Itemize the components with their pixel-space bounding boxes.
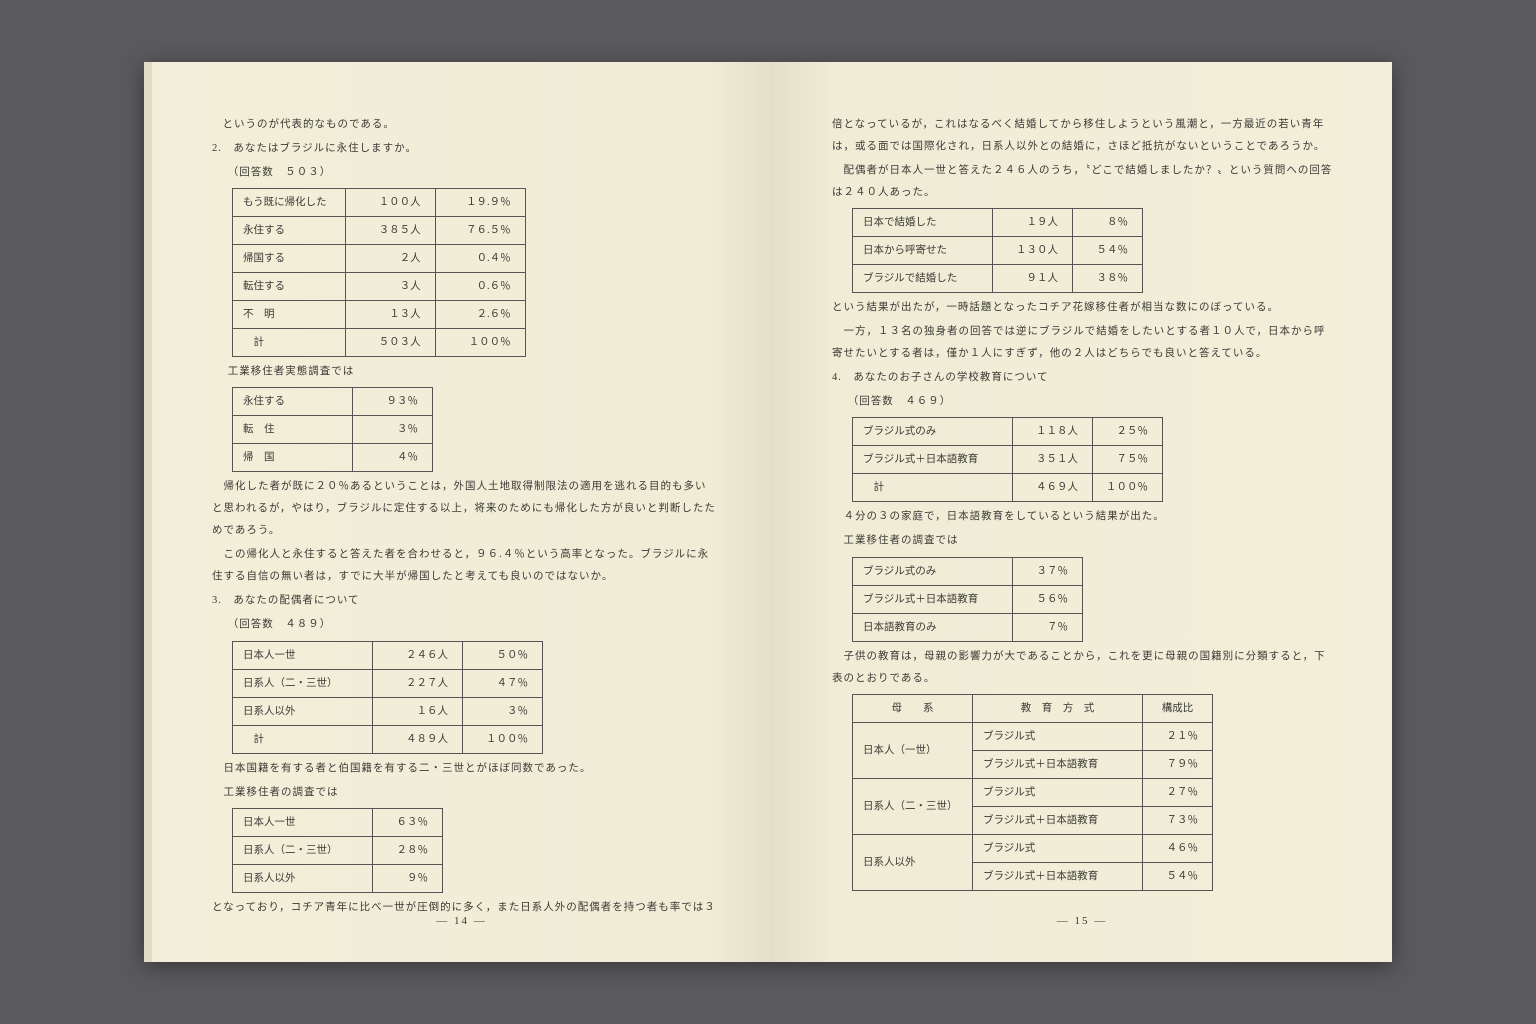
r-sub1: 工業移住者の調査では: [832, 530, 1337, 552]
table-row: ブラジル式のみ３７％: [853, 557, 1083, 585]
r-p0: 倍となっているが，これはなるべく結婚してから移住しようという風潮と，一方最近の若…: [832, 114, 1337, 158]
q2-heading: 2. あなたはブラジルに永住しますか。: [212, 138, 716, 160]
table-row: ブラジル式＋日本語教育５６％: [853, 585, 1083, 613]
table-row: ブラジルで結婚した９１人３８％: [853, 265, 1143, 293]
table-row: 日本語教育のみ７％: [853, 613, 1083, 641]
table-row: 計５０３人１００％: [233, 329, 526, 357]
p2: この帰化人と永住すると答えた者を合わせると，９６.４％という高率となった。ブラジ…: [212, 544, 716, 588]
table-sub2: 日本人一世６３％ 日系人（二・三世）２８％ 日系人以外９％: [232, 808, 443, 893]
table-row: ブラジル式＋日本語教育３５１人７５％: [853, 446, 1163, 474]
page-edge: [144, 62, 152, 962]
table-q2: もう既に帰化した１００人１９.９％ 永住する３８５人７６.５％ 帰国する２人０.…: [232, 188, 526, 357]
table-row: 日系人以外９％: [233, 864, 443, 892]
q3-count: （回答数 ４８９）: [212, 614, 716, 636]
r-p3: 一方，１３名の独身者の回答では逆にブラジルで結婚をしたいとする者１０人で，日本か…: [832, 321, 1337, 365]
p3: 日本国籍を有する者と伯国籍を有する二・三世とがほぼ同数であった。: [212, 758, 716, 780]
table-indust-edu: ブラジル式のみ３７％ ブラジル式＋日本語教育５６％ 日本語教育のみ７％: [852, 557, 1083, 642]
page-right: 倍となっているが，これはなるべく結婚してから移住しようという風潮と，一方最近の若…: [772, 62, 1392, 962]
table-row: 日本人一世２４６人５０％: [233, 641, 543, 669]
page-left: というのが代表的なものである。 2. あなたはブラジルに永住しますか。 （回答数…: [152, 62, 772, 962]
r-p4: ４分の３の家庭で，日本語教育をしているという結果が出た。: [832, 506, 1337, 528]
table-row: 永住する３８５人７６.５％: [233, 217, 526, 245]
sub1: 工業移住者実態調査では: [212, 361, 716, 383]
th-ratio: 構成比: [1143, 694, 1213, 722]
table-row: 転 住３％: [233, 416, 433, 444]
th-mother: 母 系: [853, 694, 973, 722]
table-row: 母 系 教 育 方 式 構成比: [853, 694, 1213, 722]
table-row: 日本で結婚した１９人８％: [853, 209, 1143, 237]
q3-heading: 3. あなたの配偶者について: [212, 590, 716, 612]
table-row: 日本人（一世）ブラジル式２１％: [853, 722, 1213, 750]
table-row: 帰 国４％: [233, 444, 433, 472]
r-p1: 配偶者が日本人一世と答えた２４６人のうち，〝どこで結婚しましたか？〟という質問へ…: [832, 160, 1337, 204]
table-row: 永住する９３％: [233, 388, 433, 416]
table-row: 日系人以外ブラジル式４６％: [853, 834, 1213, 862]
table-row: 日系人（二・三世）２２７人４７％: [233, 669, 543, 697]
table-row: 計４８９人１００％: [233, 725, 543, 753]
table-q3: 日本人一世２４６人５０％ 日系人（二・三世）２２７人４７％ 日系人以外１６人３％…: [232, 641, 543, 754]
table-sub1: 永住する９３％ 転 住３％ 帰 国４％: [232, 387, 433, 472]
table-row: もう既に帰化した１００人１９.９％: [233, 189, 526, 217]
table-row: 日系人以外１６人３％: [233, 697, 543, 725]
table-row: 計４６９人１００％: [853, 474, 1163, 502]
p1: 帰化した者が既に２０％あるということは，外国人土地取得制限法の適用を逃れる目的も…: [212, 476, 716, 542]
table-row: 日系人（二・三世）２８％: [233, 836, 443, 864]
book-spread: というのが代表的なものである。 2. あなたはブラジルに永住しますか。 （回答数…: [144, 62, 1392, 962]
th-method: 教 育 方 式: [973, 694, 1143, 722]
r-p2: という結果が出たが，一時話題となったコチア花嫁移住者が相当な数にのぼっている。: [832, 297, 1337, 319]
table-row: 日本から呼寄せた１３０人５４％: [853, 237, 1143, 265]
page-number-right: — 15 —: [772, 910, 1392, 932]
table-mother: 母 系 教 育 方 式 構成比 日本人（一世）ブラジル式２１％ ブラジル式＋日本…: [852, 694, 1213, 891]
table-q4: ブラジル式のみ１１８人２５％ ブラジル式＋日本語教育３５１人７５％ 計４６９人１…: [852, 417, 1163, 502]
intro-text: というのが代表的なものである。: [212, 114, 716, 136]
q4-count: （回答数 ４６９）: [832, 391, 1337, 413]
table-marriage: 日本で結婚した１９人８％ 日本から呼寄せた１３０人５４％ ブラジルで結婚した９１…: [852, 208, 1143, 293]
sub2: 工業移住者の調査では: [212, 782, 716, 804]
page-number-left: — 14 —: [152, 910, 771, 932]
r-p5: 子供の教育は，母親の影響力が大であることから，これを更に母親の国籍別に分類すると…: [832, 646, 1337, 690]
table-row: ブラジル式のみ１１８人２５％: [853, 418, 1163, 446]
q4-heading: 4. あなたのお子さんの学校教育について: [832, 367, 1337, 389]
table-row: 帰国する２人０.４％: [233, 245, 526, 273]
table-row: 不 明１３人２.６％: [233, 301, 526, 329]
table-row: 転住する３人０.６％: [233, 273, 526, 301]
table-row: 日本人一世６３％: [233, 808, 443, 836]
table-row: 日系人（二・三世）ブラジル式２７％: [853, 778, 1213, 806]
q2-count: （回答数 ５０３）: [212, 162, 716, 184]
